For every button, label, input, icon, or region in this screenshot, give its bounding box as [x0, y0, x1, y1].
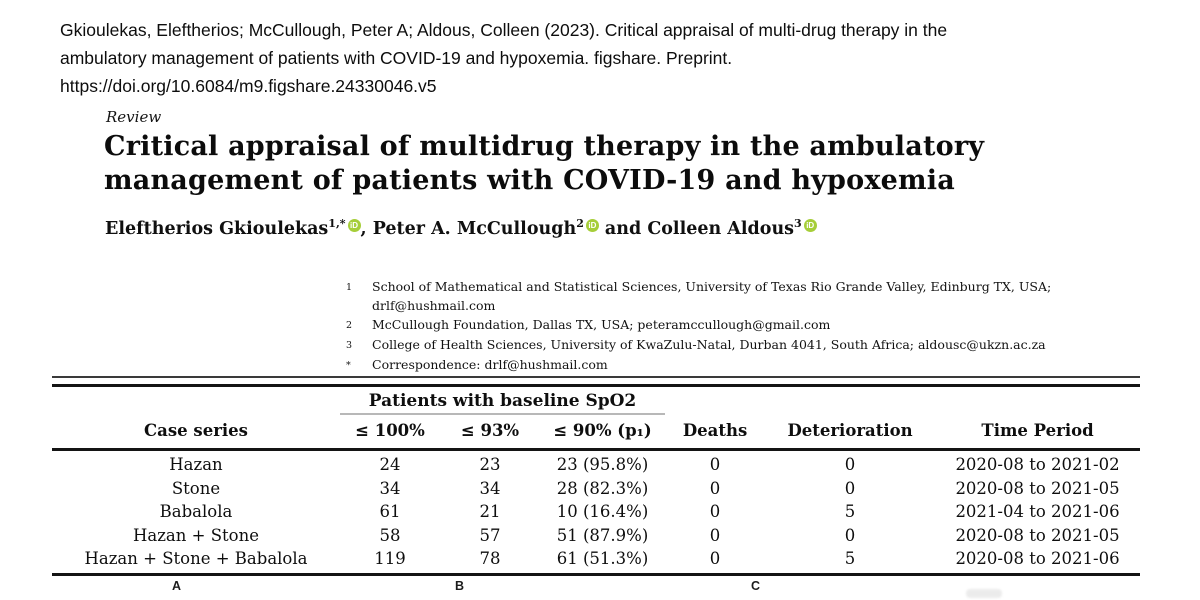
affiliations-block: 1 School of Mathematical and Statistical… [346, 277, 1051, 375]
cell-case-series: Hazan + Stone + Babalola [84, 549, 308, 569]
cell-time-period: 2020-08 to 2021-05 [955, 525, 1120, 545]
cell-spo2-90: 28 (82.3%) [556, 478, 649, 498]
table-bottom-rule [52, 572, 1140, 576]
cell-deterioration: 5 [844, 549, 856, 569]
paper-title: Critical appraisal of multidrug therapy … [104, 130, 984, 198]
cell-spo2-93: 21 [479, 502, 501, 522]
table-top-rule [52, 376, 1140, 387]
col-header-time-period: Time Period [935, 414, 1141, 451]
cell-time-period: 2020-08 to 2021-02 [955, 455, 1120, 475]
table-row: Stone 34 34 28 (82.3%) 0 0 2020-08 to 20… [52, 477, 1140, 501]
cell-deaths: 0 [709, 502, 721, 522]
affiliation-email: drlf@hushmail.com [372, 298, 496, 313]
author-name: Peter A. McCullough [372, 219, 577, 239]
cell-deaths: 0 [709, 455, 721, 475]
affiliation-item: 2 McCullough Foundation, Dallas TX, USA;… [346, 315, 1051, 335]
table-spacer-cell [665, 387, 765, 414]
table-row: Hazan + Stone + Babalola 119 78 61 (51.3… [52, 547, 1140, 571]
col-header-spo2-100: ≤ 100% [340, 414, 440, 451]
table-span-header-row: Patients with baseline SpO2 [52, 387, 1140, 415]
cell-case-series: Hazan [169, 455, 223, 475]
table-spacer-cell [52, 387, 340, 414]
cell-spo2-90: 10 (16.4%) [556, 502, 649, 522]
cell-spo2-93: 57 [479, 525, 501, 545]
cell-time-period: 2021-04 to 2021-06 [955, 502, 1120, 522]
results-table: Patients with baseline SpO2 Case series … [52, 376, 1141, 576]
table-row: Babalola 61 21 10 (16.4%) 0 5 2021-04 to… [52, 500, 1140, 524]
case-series-table: Patients with baseline SpO2 Case series … [52, 387, 1141, 571]
author-separator: and [598, 219, 648, 239]
cell-deterioration: 5 [844, 502, 856, 522]
paper-title-line-2: management of patients with COVID-19 and… [104, 165, 955, 196]
correspondence-text: Correspondence: drlf@hushmail.com [372, 357, 608, 372]
affiliation-item: * Correspondence: drlf@hushmail.com [346, 355, 1051, 375]
col-header-spo2-93: ≤ 93% [440, 414, 540, 451]
affiliation-text: College of Health Sciences, University o… [372, 337, 1046, 352]
table-spacer-cell [765, 387, 935, 414]
table-spacer-cell [935, 387, 1140, 414]
author-name: Colleen Aldous [647, 219, 795, 239]
cell-deterioration: 0 [844, 478, 856, 498]
author-affil-marker: 1,* [328, 217, 346, 231]
col-header-spo2-90: ≤ 90% (p₁) [540, 414, 666, 451]
cell-spo2-100: 119 [374, 549, 406, 569]
article-type-kicker: Review [106, 108, 162, 126]
affiliation-text: McCullough Foundation, Dallas TX, USA; p… [372, 317, 831, 332]
affiliation-item: 3 College of Health Sciences, University… [346, 335, 1051, 355]
cell-spo2-100: 24 [379, 455, 401, 475]
orcid-icon[interactable]: iD [585, 219, 599, 232]
citation-line-1: Gkioulekas, Eleftherios; McCullough, Pet… [60, 20, 948, 40]
affiliation-marker: 1 [346, 282, 353, 293]
table-header-row: Case series ≤ 100% ≤ 93% ≤ 90% (p₁) Deat… [52, 414, 1141, 451]
affiliation-marker: * [346, 360, 351, 371]
figure-panel-label-b: B [455, 579, 465, 593]
cell-case-series: Stone [171, 478, 221, 498]
cell-time-period: 2020-08 to 2021-06 [955, 549, 1120, 569]
author-affil-marker: 3 [794, 217, 802, 231]
affiliation-marker: 3 [346, 340, 353, 351]
cell-time-period: 2020-08 to 2021-05 [955, 478, 1120, 498]
cell-deterioration: 0 [844, 525, 856, 545]
author-separator: , [360, 219, 373, 239]
span-header-spo2: Patients with baseline SpO2 [340, 387, 666, 415]
cell-case-series: Babalola [159, 502, 233, 522]
table-row: Hazan + Stone 58 57 51 (87.9%) 0 0 2020-… [52, 524, 1140, 548]
cell-spo2-100: 34 [379, 478, 401, 498]
author-name: Eleftherios Gkioulekas [105, 219, 329, 239]
col-header-deterioration: Deterioration [765, 414, 936, 451]
orcid-icon[interactable]: iD [347, 219, 361, 232]
cell-spo2-93: 78 [479, 549, 501, 569]
cell-case-series: Hazan + Stone [133, 525, 259, 545]
cell-spo2-100: 61 [379, 502, 401, 522]
orcid-icon[interactable]: iD [803, 219, 817, 232]
col-header-case-series: Case series [52, 414, 340, 451]
figure-panel-label-c: C [751, 579, 761, 593]
cell-deterioration: 0 [844, 455, 856, 475]
cell-spo2-93: 34 [479, 478, 501, 498]
doi-link[interactable]: https://doi.org/10.6084/m9.figshare.2433… [60, 76, 437, 96]
cell-deaths: 0 [709, 525, 721, 545]
cell-deaths: 0 [709, 478, 721, 498]
cell-spo2-90: 23 (95.8%) [556, 455, 649, 475]
paper-title-line-1: Critical appraisal of multidrug therapy … [104, 131, 985, 162]
author-affil-marker: 2 [576, 217, 584, 231]
cell-spo2-93: 23 [479, 455, 501, 475]
cropped-figure-artifact [966, 589, 1002, 598]
cell-spo2-90: 51 (87.9%) [556, 525, 649, 545]
affiliation-text: School of Mathematical and Statistical S… [372, 277, 1051, 315]
affiliation-item: 1 School of Mathematical and Statistical… [346, 277, 1051, 315]
affiliation-marker: 2 [346, 320, 353, 331]
cell-deaths: 0 [709, 549, 721, 569]
affiliation-text-line: School of Mathematical and Statistical S… [372, 279, 1052, 294]
cell-spo2-90: 61 (51.3%) [556, 549, 649, 569]
author-line: Eleftherios Gkioulekas1,* iD, Peter A. Mc… [105, 217, 817, 239]
citation-block: Gkioulekas, Eleftherios; McCullough, Pet… [60, 16, 1150, 100]
citation-line-2: ambulatory management of patients with C… [60, 48, 733, 68]
table-row: Hazan 24 23 23 (95.8%) 0 0 2020-08 to 20… [52, 450, 1140, 477]
cell-spo2-100: 58 [379, 525, 401, 545]
figure-panel-label-a: A [172, 579, 182, 593]
col-header-deaths: Deaths [665, 414, 766, 451]
